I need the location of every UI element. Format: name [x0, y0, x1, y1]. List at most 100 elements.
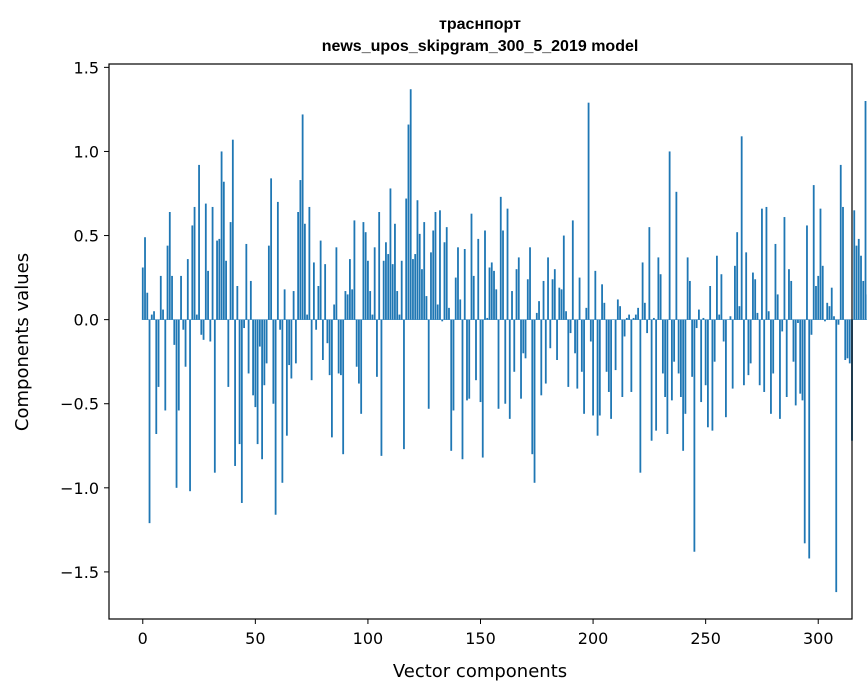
bar	[583, 319, 585, 414]
bar	[511, 291, 513, 320]
x-tick-label: 0	[138, 629, 148, 648]
bar	[499, 196, 502, 320]
bar	[646, 319, 649, 334]
bar	[276, 201, 279, 320]
bar	[621, 319, 624, 397]
bar	[716, 255, 718, 320]
bar	[837, 319, 840, 325]
bar	[592, 319, 594, 416]
bar	[682, 319, 685, 451]
bar	[792, 319, 795, 362]
bar	[670, 319, 673, 401]
bar	[252, 319, 254, 396]
bar	[580, 319, 583, 372]
bar	[463, 249, 466, 320]
bar	[614, 319, 617, 371]
bar	[648, 227, 651, 320]
bar	[200, 319, 203, 335]
bar	[808, 319, 811, 559]
bar	[481, 319, 484, 458]
bar	[684, 319, 687, 414]
bar	[310, 319, 313, 381]
bar	[745, 252, 748, 320]
bar	[349, 259, 351, 320]
bar	[533, 319, 536, 483]
bar	[758, 319, 761, 386]
y-axis-ticks: 1.5 1.0 0.5 0.0 −0.5 −1.0 −1.5	[60, 58, 109, 582]
bar	[853, 210, 856, 320]
bar	[211, 206, 214, 320]
bar	[720, 274, 723, 320]
bar	[743, 319, 745, 386]
x-tick-label: 300	[803, 629, 834, 648]
bar	[454, 277, 457, 320]
bar	[558, 287, 561, 320]
bar	[274, 319, 277, 515]
bar	[544, 319, 547, 384]
bar	[506, 208, 509, 320]
bar	[538, 301, 540, 320]
bar	[220, 151, 223, 320]
bar	[380, 319, 383, 456]
bar	[610, 319, 612, 419]
bar	[589, 319, 592, 342]
bar	[331, 319, 333, 438]
bar	[288, 319, 291, 366]
bar	[477, 238, 480, 320]
bar	[652, 317, 655, 320]
bar	[839, 164, 842, 320]
bar	[369, 291, 372, 320]
bar	[779, 319, 781, 419]
bar	[247, 319, 250, 374]
bar	[155, 319, 158, 434]
bar	[405, 198, 408, 320]
bar	[794, 319, 797, 406]
bar	[675, 191, 678, 320]
bar	[754, 279, 757, 320]
bar	[761, 208, 763, 320]
bar	[216, 240, 218, 320]
bar	[294, 319, 297, 364]
bar	[198, 164, 200, 320]
bar	[679, 319, 682, 397]
bar	[603, 302, 606, 320]
bar	[283, 289, 286, 320]
bar	[522, 319, 525, 354]
bar	[245, 243, 248, 320]
bar	[490, 262, 493, 320]
bar	[835, 319, 838, 593]
bar	[549, 319, 552, 349]
bar	[346, 294, 349, 320]
bar	[204, 203, 207, 320]
bar	[299, 180, 302, 320]
bar	[734, 265, 736, 320]
bar	[556, 319, 558, 360]
bar	[177, 319, 180, 411]
bar	[400, 260, 403, 320]
bar	[360, 319, 363, 414]
bar-series	[141, 89, 867, 593]
bar	[551, 279, 554, 320]
bar	[655, 319, 658, 431]
bar	[718, 314, 721, 320]
bar	[688, 280, 691, 320]
bar	[569, 319, 572, 334]
bar	[774, 243, 777, 320]
bar	[333, 304, 336, 320]
bar	[425, 296, 428, 320]
bar	[301, 114, 304, 320]
bar	[484, 230, 486, 320]
bar	[515, 269, 518, 320]
bar	[821, 265, 824, 320]
bar	[378, 212, 381, 320]
bar	[747, 319, 750, 376]
bar	[826, 302, 829, 320]
y-tick-label: −1.0	[60, 479, 99, 498]
bar	[367, 260, 369, 320]
bar	[817, 275, 820, 320]
x-axis-ticks: 0 50 100 150 200 250 300	[138, 619, 834, 648]
bar	[364, 232, 367, 320]
bar	[711, 319, 714, 431]
bar	[303, 223, 306, 320]
bar	[488, 267, 491, 320]
